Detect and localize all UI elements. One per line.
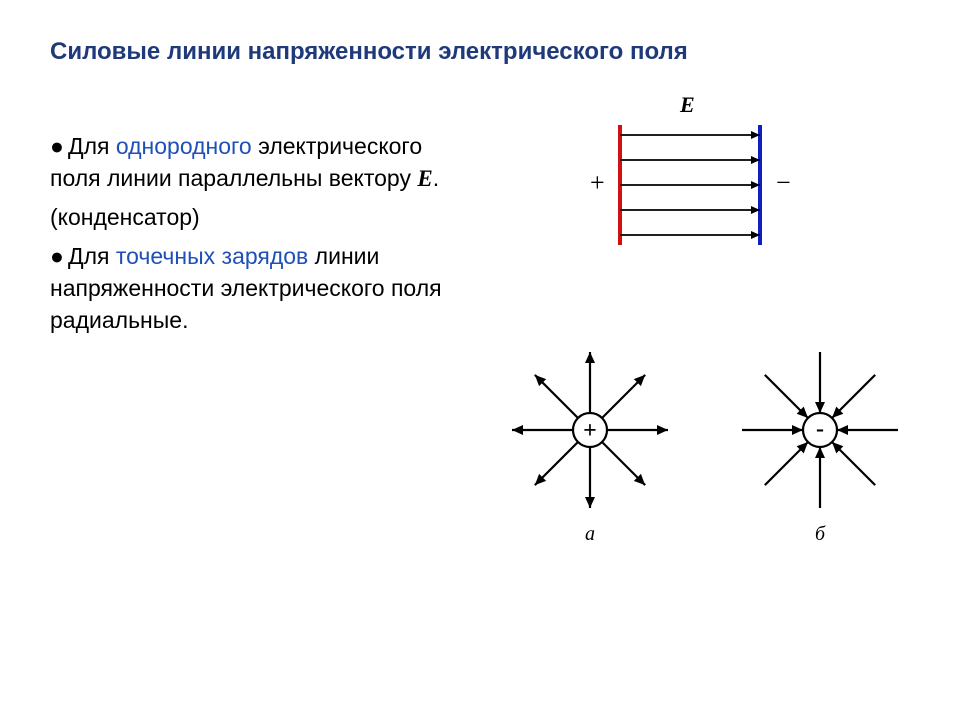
b1-e: . bbox=[433, 165, 439, 191]
diagram-area: E + − +а-б bbox=[470, 90, 930, 690]
capacitor-diagram bbox=[470, 90, 930, 290]
b1-vector-E: E bbox=[417, 166, 432, 191]
body-text: ●Для однородного электрического поля лин… bbox=[50, 130, 450, 336]
svg-text:а: а bbox=[585, 523, 595, 545]
slide-title: Силовые линии напряженности электрическо… bbox=[50, 38, 930, 66]
b1-a: Для bbox=[68, 133, 116, 159]
svg-text:б: б bbox=[815, 523, 826, 545]
bullet-1: ●Для однородного электрического поля лин… bbox=[50, 130, 450, 195]
radial-charges-diagram: + а - б bbox=[470, 270, 930, 690]
bullet-dot: ● bbox=[50, 240, 68, 272]
b2-b: точечных зарядов bbox=[116, 243, 308, 269]
b1-b: однородного bbox=[116, 133, 252, 159]
svg-text:-: - bbox=[816, 416, 824, 442]
bullet-dot: ● bbox=[50, 130, 68, 162]
b2-a: Для bbox=[68, 243, 116, 269]
svg-text:+: + bbox=[583, 418, 597, 444]
paren-line: (конденсатор) bbox=[50, 201, 450, 233]
bullet-2: ●Для точечных зарядов линии напряженност… bbox=[50, 240, 450, 337]
